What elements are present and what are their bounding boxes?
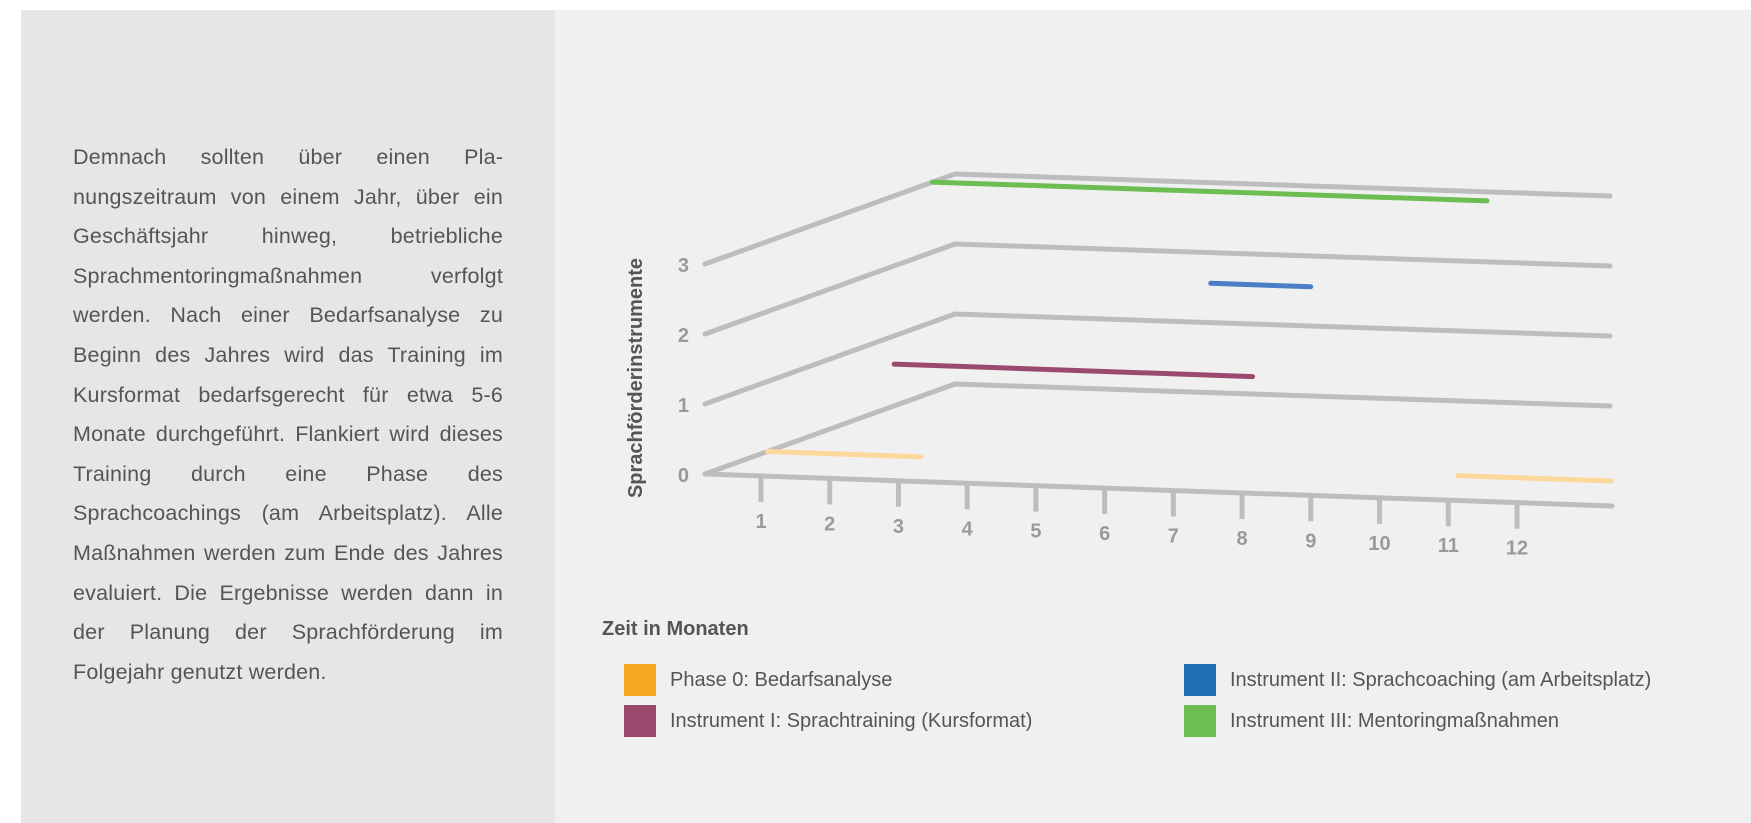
legend-item: Instrument III: Mentoringmaßnahmen xyxy=(1184,705,1559,737)
legend-swatch xyxy=(624,664,656,696)
x-tick-label: 3 xyxy=(893,516,904,538)
x-tick-label: 12 xyxy=(1506,538,1528,560)
x-axis-line xyxy=(702,471,1615,509)
series-segment-1 xyxy=(891,361,1256,380)
series-segment-0 xyxy=(1455,473,1614,484)
legend-swatch xyxy=(624,705,656,737)
side-panel: Demnach sollten über einen Pla­nungszeit… xyxy=(21,10,555,823)
x-tick-label: 10 xyxy=(1368,533,1390,555)
grid-level-2 xyxy=(702,241,1613,337)
y-tick-label: 0 xyxy=(678,465,689,487)
side-text: Demnach sollten über einen Pla­nungszeit… xyxy=(73,145,503,684)
grid-level-3 xyxy=(702,171,1613,267)
legend-item: Phase 0: Bedarfsanalyse xyxy=(624,664,892,696)
legend-swatch xyxy=(1184,664,1216,696)
series-segment-3 xyxy=(930,179,1490,204)
x-tick-label: 9 xyxy=(1305,530,1316,552)
y-tick-label: 3 xyxy=(678,255,689,277)
series-segment-2 xyxy=(1208,280,1314,290)
legend-label: Instrument I: Sprachtraining (Kursformat… xyxy=(670,709,1033,732)
legend-label: Instrument II: Sprachcoaching (am Arbeit… xyxy=(1230,668,1652,691)
y-tick-label: 2 xyxy=(678,325,689,347)
y-axis-label: Sprachförderinstrumente xyxy=(625,258,647,498)
x-tick-label: 11 xyxy=(1438,535,1459,557)
x-tick-label: 5 xyxy=(1030,521,1041,543)
x-axis-label: Zeit in Monaten xyxy=(602,618,749,640)
legend-item: Instrument I: Sprachtraining (Kursformat… xyxy=(624,705,1032,737)
x-tick-label: 7 xyxy=(1168,526,1179,548)
legend-item: Instrument II: Sprachcoaching (am Arbeit… xyxy=(1184,664,1651,696)
x-tick-label: 8 xyxy=(1237,528,1248,550)
page-panel: Demnach sollten über einen Pla­nungszeit… xyxy=(21,10,1751,823)
y-tick-label: 1 xyxy=(678,395,689,417)
legend-swatch xyxy=(1184,705,1216,737)
x-tick-label: 2 xyxy=(824,513,835,535)
grid-level-0 xyxy=(702,381,1613,477)
x-tick-label: 4 xyxy=(962,518,974,540)
x-tick-label: 6 xyxy=(1099,523,1110,545)
x-tick-label: 1 xyxy=(755,511,766,533)
grid-level-1 xyxy=(702,311,1613,407)
series-segment-0 xyxy=(765,449,924,460)
legend-label: Instrument III: Mentoringmaßnahmen xyxy=(1230,709,1560,732)
legend-label: Phase 0: Bedarfsanalyse xyxy=(670,668,893,691)
